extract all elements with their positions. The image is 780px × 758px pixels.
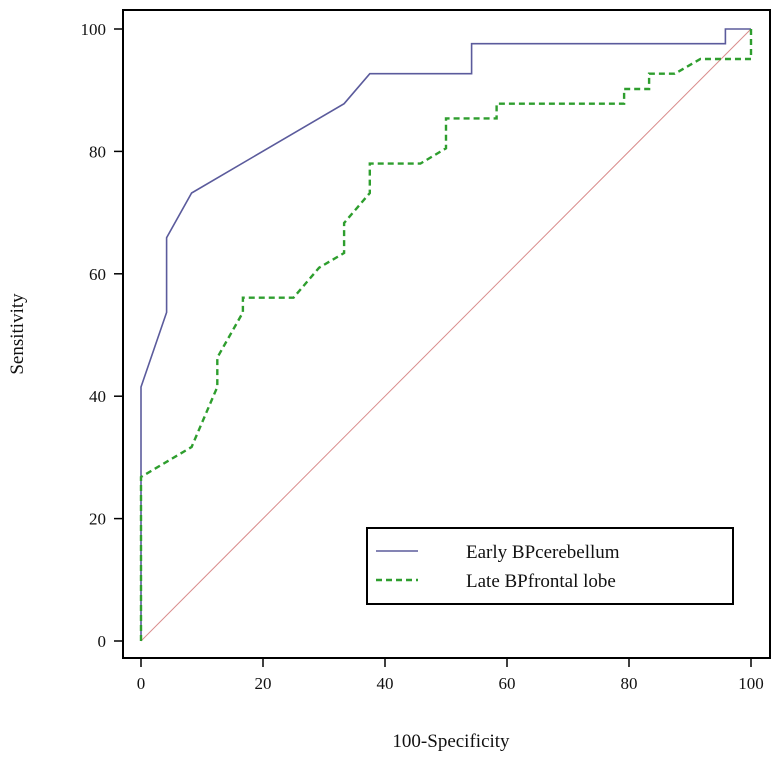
y-tick-label: 80 [89,142,106,161]
y-tick-label: 20 [89,510,106,529]
x-axis-ticks: 0 20 40 60 80 100 [137,658,764,693]
y-axis-title: Sensitivity [7,293,28,375]
legend: Early BPcerebellum Late BPfrontal lobe [366,527,734,605]
x-tick-label: 40 [377,674,394,693]
legend-label-early-bpcerebellum: Early BPcerebellum [466,542,620,563]
y-tick-label: 60 [89,265,106,284]
y-tick-label: 0 [98,632,107,651]
plot-frame [122,9,771,659]
y-tick-label: 40 [89,387,106,406]
x-tick-label: 100 [738,674,764,693]
x-tick-label: 0 [137,674,146,693]
x-tick-label: 20 [255,674,272,693]
legend-label-late-bpfrontal-lobe: Late BPfrontal lobe [466,571,616,592]
x-tick-label: 60 [499,674,516,693]
x-axis-title: 100-Specificity [392,731,510,752]
legend-box [366,527,734,605]
y-tick-label: 100 [81,20,107,39]
series-early-bpcerebellum-line [140,28,751,641]
reference-diagonal-line [140,28,752,642]
y-axis-ticks: 0 20 40 60 80 100 [81,20,123,651]
x-tick-label: 80 [621,674,638,693]
